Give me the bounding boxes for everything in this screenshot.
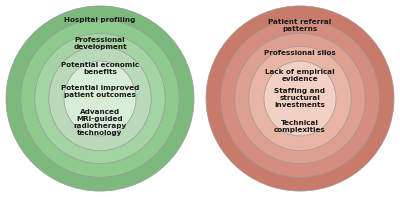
Ellipse shape — [21, 20, 179, 177]
Ellipse shape — [35, 33, 165, 164]
Ellipse shape — [221, 20, 379, 177]
Ellipse shape — [249, 46, 351, 151]
Text: Technical
complexities: Technical complexities — [274, 120, 326, 133]
Text: Lack of empirical
evidence: Lack of empirical evidence — [265, 69, 335, 82]
Text: Advanced
MRI-guided
radiotherapy
technology: Advanced MRI-guided radiotherapy technol… — [73, 109, 127, 136]
Text: Potential improved
patient outcomes: Potential improved patient outcomes — [61, 85, 139, 98]
Ellipse shape — [206, 6, 394, 191]
Text: Patient referral
patterns: Patient referral patterns — [268, 19, 332, 32]
Text: Professional silos: Professional silos — [264, 50, 336, 56]
Ellipse shape — [64, 61, 136, 136]
Ellipse shape — [6, 6, 194, 191]
Text: Hospital profiling: Hospital profiling — [64, 17, 136, 23]
Ellipse shape — [264, 61, 336, 136]
Text: Professional
development: Professional development — [73, 37, 127, 50]
Ellipse shape — [235, 33, 365, 164]
Text: Potential economic
benefits: Potential economic benefits — [61, 62, 139, 75]
Text: Staffing and
structural
investments: Staffing and structural investments — [274, 87, 326, 108]
Ellipse shape — [49, 46, 151, 151]
